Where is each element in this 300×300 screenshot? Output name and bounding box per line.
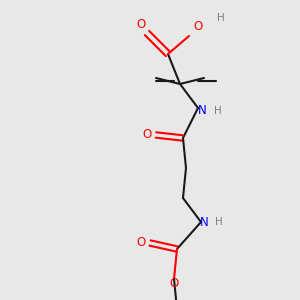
Text: H: H [217,13,224,23]
Text: O: O [136,236,146,250]
Text: N: N [200,215,208,229]
Text: O: O [194,20,202,34]
Text: O: O [142,128,152,142]
Text: O: O [169,277,178,290]
Text: O: O [136,17,146,31]
Text: H: H [214,106,221,116]
Text: N: N [198,104,207,118]
Text: H: H [215,217,223,227]
